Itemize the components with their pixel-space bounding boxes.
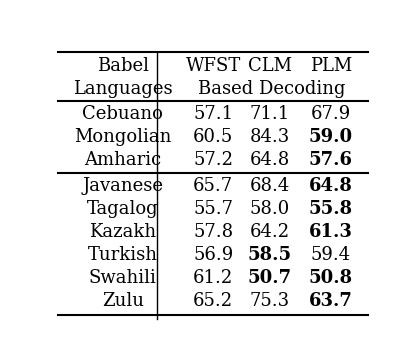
Text: 55.7: 55.7 [193,201,233,218]
Text: 56.9: 56.9 [193,246,233,264]
Text: 60.5: 60.5 [193,128,233,146]
Text: 84.3: 84.3 [250,128,290,146]
Text: 64.8: 64.8 [250,151,290,169]
Text: 64.8: 64.8 [309,177,353,195]
Text: Amharic: Amharic [84,151,161,169]
Text: Turkish: Turkish [88,246,158,264]
Text: 61.2: 61.2 [193,269,233,287]
Text: 75.3: 75.3 [250,292,290,310]
Text: 59.4: 59.4 [311,246,351,264]
Text: Tagalog: Tagalog [87,201,159,218]
Text: 64.2: 64.2 [250,223,290,241]
Text: Cebuano: Cebuano [82,105,163,123]
Text: Based Decoding: Based Decoding [198,79,346,98]
Text: 71.1: 71.1 [250,105,290,123]
Text: 50.7: 50.7 [248,269,292,287]
Text: 58.0: 58.0 [250,201,290,218]
Text: Javanese: Javanese [82,177,163,195]
Text: 65.2: 65.2 [193,292,233,310]
Text: Languages: Languages [73,79,173,98]
Text: Babel: Babel [97,56,149,75]
Text: PLM: PLM [310,56,352,75]
Text: 57.8: 57.8 [193,223,233,241]
Text: 67.9: 67.9 [311,105,351,123]
Text: 68.4: 68.4 [250,177,290,195]
Text: Swahili: Swahili [89,269,157,287]
Text: 57.6: 57.6 [309,151,353,169]
Text: Zulu: Zulu [102,292,144,310]
Text: Kazakh: Kazakh [89,223,156,241]
Text: WFST: WFST [186,56,241,75]
Text: 65.7: 65.7 [193,177,233,195]
Text: Mongolian: Mongolian [74,128,172,146]
Text: 50.8: 50.8 [309,269,353,287]
Text: 57.1: 57.1 [193,105,233,123]
Text: 59.0: 59.0 [309,128,353,146]
Text: CLM: CLM [248,56,292,75]
Text: 55.8: 55.8 [309,201,353,218]
Text: 61.3: 61.3 [309,223,353,241]
Text: 58.5: 58.5 [248,246,292,264]
Text: 63.7: 63.7 [309,292,353,310]
Text: 57.2: 57.2 [193,151,233,169]
